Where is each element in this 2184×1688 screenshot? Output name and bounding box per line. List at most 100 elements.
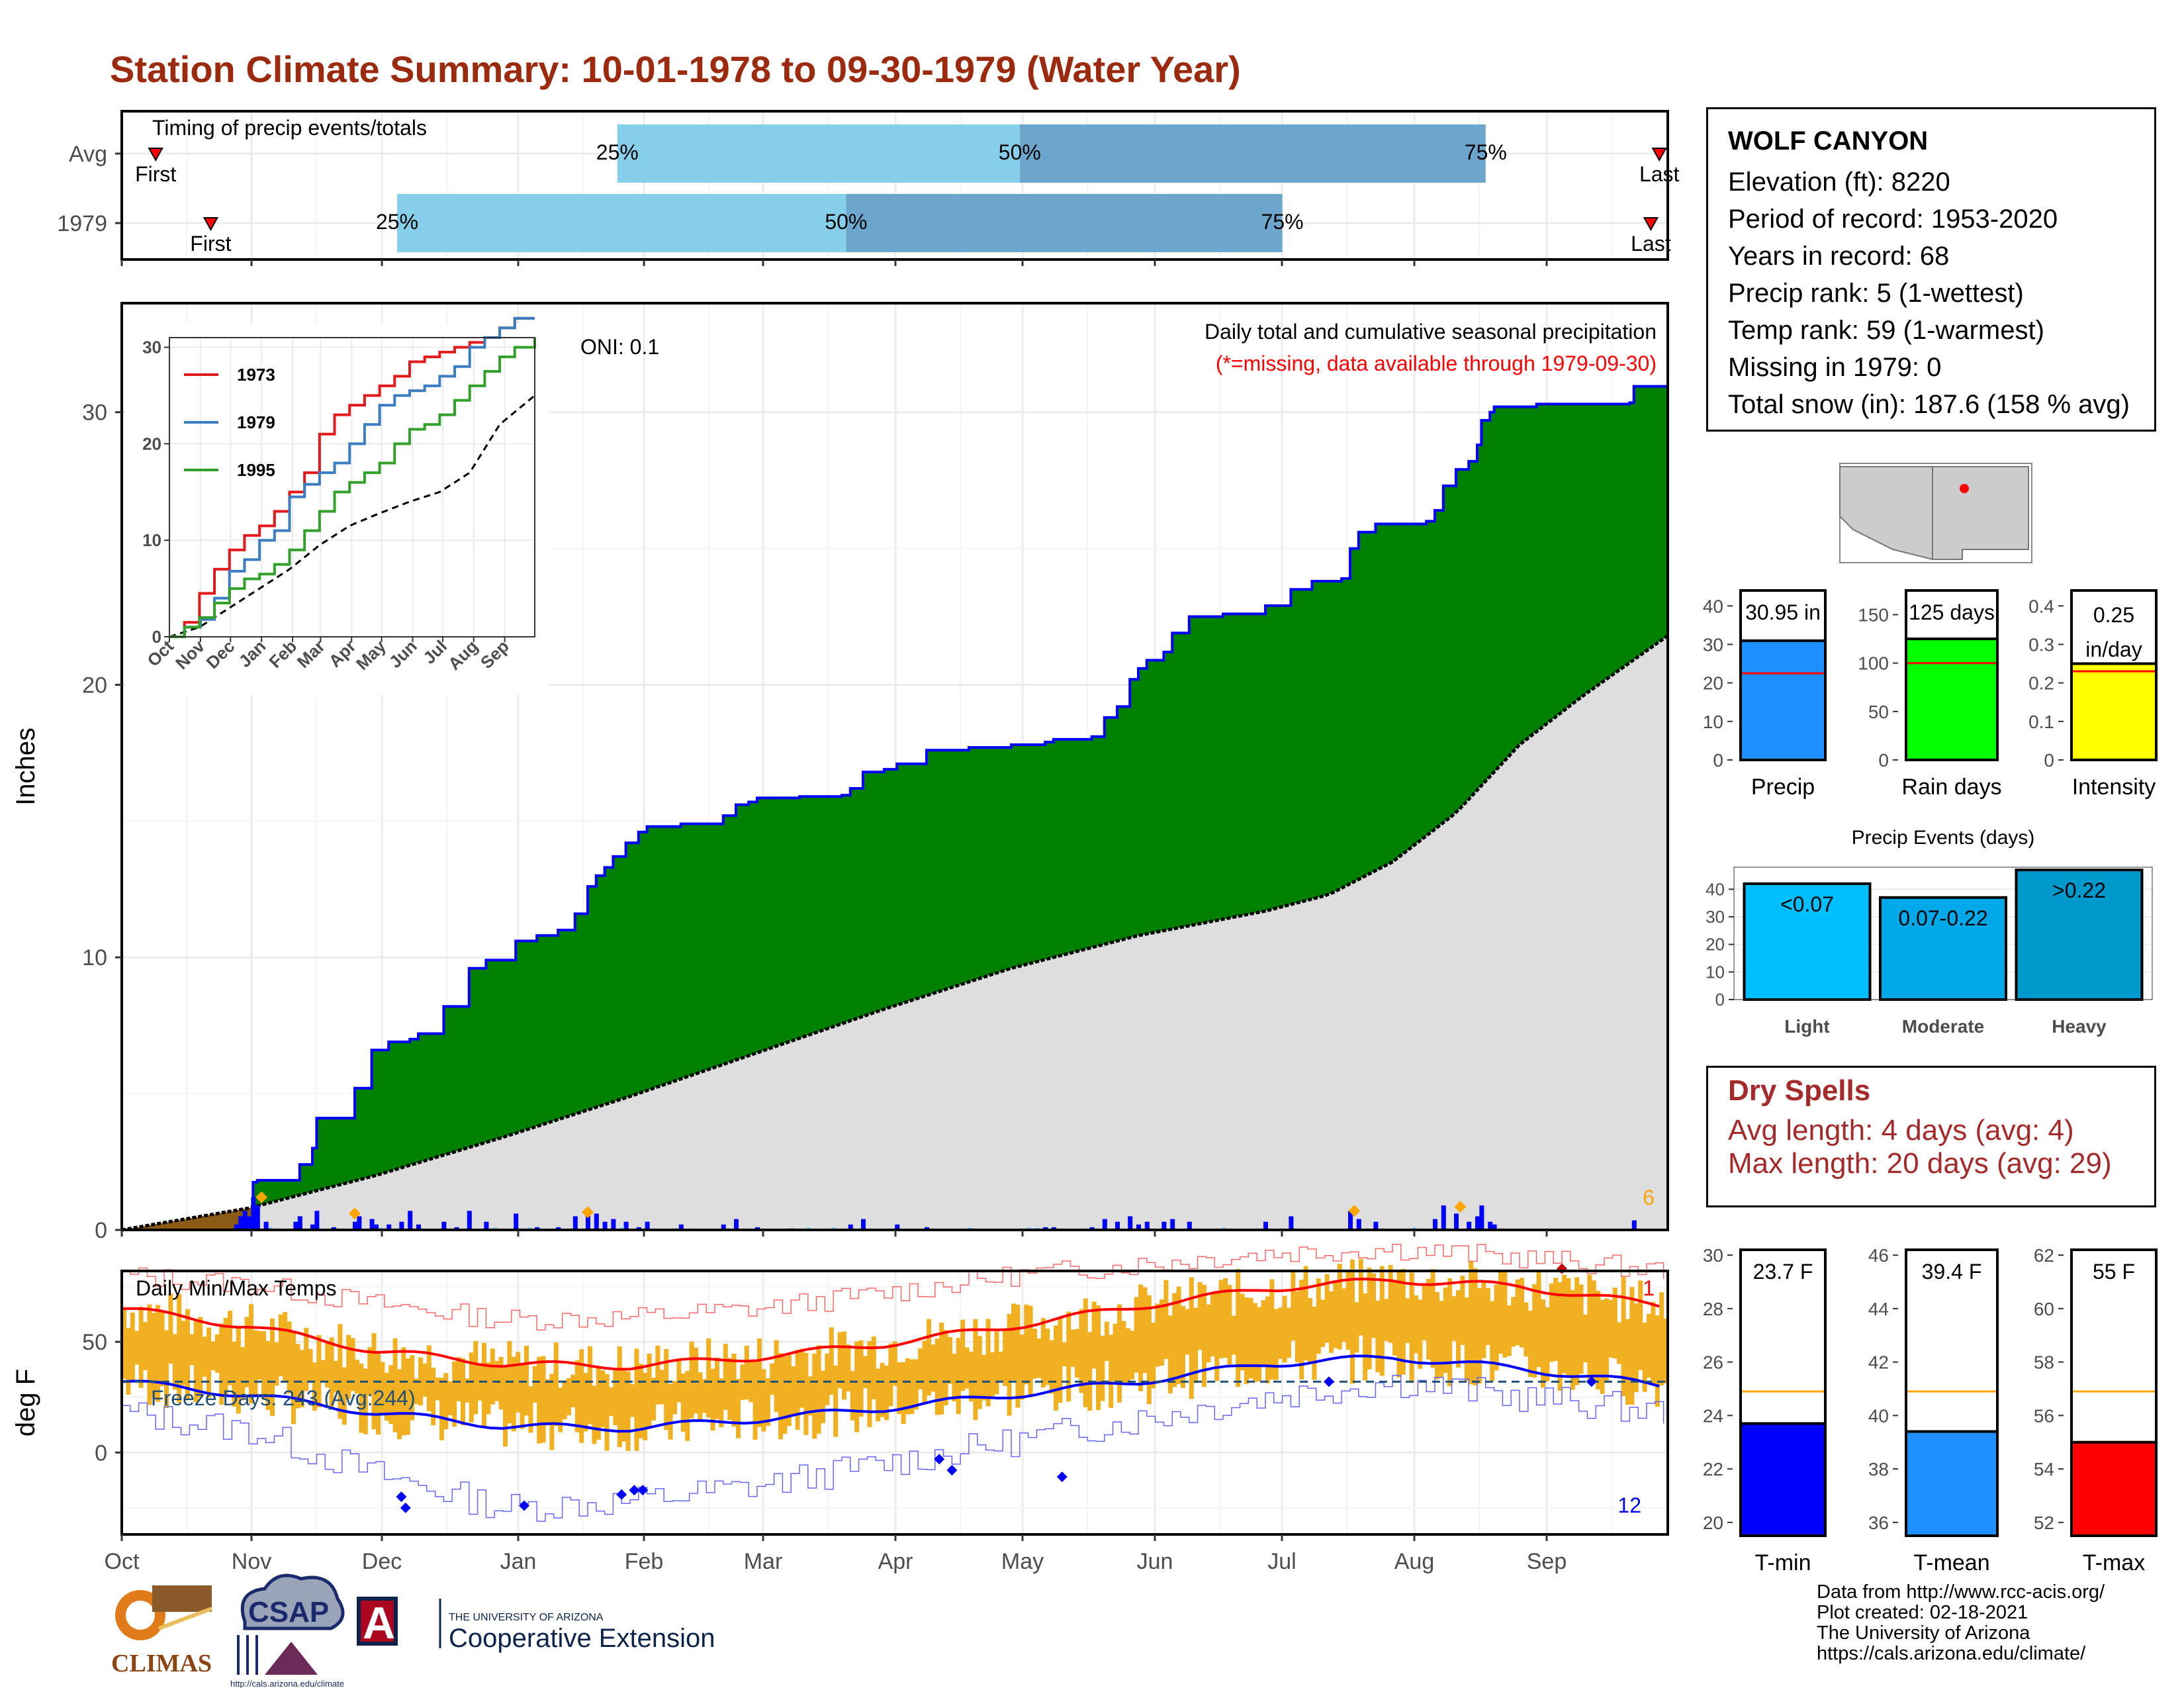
- daily-temp-bar: [1430, 1268, 1435, 1368]
- daily-temp-bar: [465, 1378, 470, 1403]
- daily-temp-bar: [401, 1347, 406, 1436]
- y-axis-title: deg F: [11, 1369, 40, 1436]
- daily-temp-bar: [1570, 1289, 1575, 1390]
- daily-temp-bar: [1400, 1268, 1406, 1375]
- dry-spells-max: Max length: 20 days (avg: 29): [1728, 1147, 2112, 1180]
- value-bar: [1905, 1430, 1999, 1537]
- timing-label-last: Last: [1639, 162, 1680, 186]
- daily-temp-bar: [1655, 1315, 1660, 1407]
- y-tick-label: 22: [1703, 1459, 1723, 1479]
- daily-temp-bar: [934, 1338, 940, 1415]
- daily-temp-bar: [583, 1373, 588, 1432]
- daily-temp-bar: [1252, 1303, 1257, 1382]
- daily-temp-bar: [727, 1358, 733, 1421]
- y-tick-label: 52: [2034, 1513, 2054, 1533]
- daily-temp-bar: [1282, 1295, 1287, 1363]
- small-panel-border: [1905, 1248, 1999, 1537]
- daily-temp-bar: [232, 1341, 237, 1407]
- climas-logo: CLIMAS: [111, 1584, 213, 1677]
- record-low-marker: [400, 1502, 411, 1513]
- x-tick-label: May: [1001, 1549, 1044, 1574]
- daily-temp-bar: [1176, 1286, 1181, 1384]
- event-bar-label: >0.22: [2052, 878, 2106, 902]
- daily-precip-bar: [1136, 1224, 1141, 1230]
- daily-temp-bar: [1054, 1325, 1058, 1411]
- daily-temp-bar: [1299, 1280, 1304, 1380]
- timing-bar-25-50: [397, 194, 846, 252]
- y-tick-label: 0: [95, 1440, 107, 1466]
- daily-temp-bar: [1066, 1311, 1071, 1402]
- daily-precip-bar: [1479, 1205, 1484, 1230]
- inset-y-tick-label: 20: [142, 434, 161, 453]
- value-bar: [2070, 1440, 2158, 1538]
- first-event-marker: [148, 148, 163, 162]
- first-event-marker: [203, 217, 219, 232]
- station-temp-rank: Temp rank: 59 (1-warmest): [1728, 316, 2044, 345]
- daily-temp-bar: [172, 1334, 177, 1390]
- daily-precip-bar: [556, 1227, 561, 1230]
- daily-temp-bar: [1257, 1307, 1262, 1382]
- daily-temp-bar: [414, 1378, 419, 1405]
- x-tick-label: Dec: [362, 1549, 402, 1574]
- daily-precip-bar: [297, 1216, 302, 1230]
- panel-name: T-mean: [1913, 1550, 1989, 1575]
- daily-temp-bar: [422, 1363, 428, 1397]
- ua-logo: A THE UNIVERSITY OF ARIZONA Cooperative …: [357, 1597, 715, 1653]
- y-tick-label: 40: [1706, 879, 1725, 899]
- daily-precip-bar: [721, 1224, 726, 1230]
- daily-temp-bar: [1155, 1303, 1160, 1367]
- daily-temp-bar: [1100, 1335, 1105, 1401]
- daily-temp-bar: [1574, 1277, 1580, 1385]
- heavy-event-marker: [1348, 1205, 1361, 1217]
- daily-temp-bar: [1515, 1279, 1520, 1346]
- daily-temp-bar: [592, 1385, 597, 1444]
- daily-temp-bar: [1197, 1282, 1203, 1350]
- daily-temp-bar: [698, 1372, 703, 1420]
- daily-temp-bar: [1269, 1279, 1275, 1380]
- daily-temp-bar: [1651, 1301, 1656, 1385]
- daily-temp-bar: [287, 1321, 292, 1393]
- daily-temp-bar: [833, 1365, 839, 1437]
- daily-temp-bar: [782, 1356, 788, 1434]
- daily-temp-bar: [1384, 1299, 1389, 1341]
- inset-series-line: [169, 338, 536, 638]
- daily-temp-bar: [261, 1331, 267, 1400]
- daily-temp-bar: [977, 1336, 982, 1409]
- timing-label-last: Last: [1631, 232, 1671, 256]
- daily-temp-bar: [960, 1319, 966, 1391]
- daily-temp-bar: [341, 1367, 347, 1425]
- daily-temp-bar: [1193, 1307, 1199, 1383]
- daily-precip-bar: [1475, 1216, 1480, 1230]
- record-low-marker: [629, 1485, 640, 1496]
- dry-spells-box: Dry Spells Avg length: 4 days (avg: 4) M…: [1706, 1066, 2156, 1207]
- daily-temp-bar: [1227, 1285, 1232, 1365]
- daily-temp-bar: [952, 1354, 957, 1401]
- record-low-marker: [519, 1500, 529, 1511]
- daily-temp-bar: [257, 1331, 262, 1380]
- daily-temp-bar: [143, 1322, 148, 1370]
- heavy-event-marker: [255, 1191, 268, 1203]
- deficit-area: [122, 1207, 253, 1230]
- daily-temp-bar: [1473, 1268, 1478, 1385]
- daily-temp-bar: [685, 1371, 690, 1441]
- daily-precip-bar: [1128, 1216, 1133, 1230]
- daily-temp-bar: [1151, 1323, 1156, 1389]
- daily-temp-bar: [1329, 1291, 1334, 1353]
- timing-title: Timing of precip events/totals: [152, 116, 427, 140]
- daily-temp-bar: [621, 1370, 627, 1442]
- avg-min-line: [121, 1354, 1660, 1433]
- daily-precip-bar-light: [1026, 1227, 1031, 1230]
- daily-precip-bar: [1089, 1227, 1095, 1230]
- daily-precip-bar: [242, 1211, 248, 1230]
- daily-temp-bar: [1426, 1279, 1432, 1360]
- daily-temp-bar: [943, 1330, 948, 1406]
- avg-max-line: [121, 1278, 1660, 1371]
- daily-temp-bar: [1083, 1298, 1088, 1407]
- daily-precip-bar: [1187, 1221, 1192, 1230]
- daily-temp-bar: [435, 1377, 440, 1401]
- daily-temp-bar: [706, 1338, 711, 1418]
- daily-precip-bar: [535, 1227, 540, 1230]
- daily-temp-bar: [439, 1378, 444, 1440]
- station-name: WOLF CANYON: [1728, 126, 1929, 156]
- daily-temp-bar: [1036, 1338, 1042, 1378]
